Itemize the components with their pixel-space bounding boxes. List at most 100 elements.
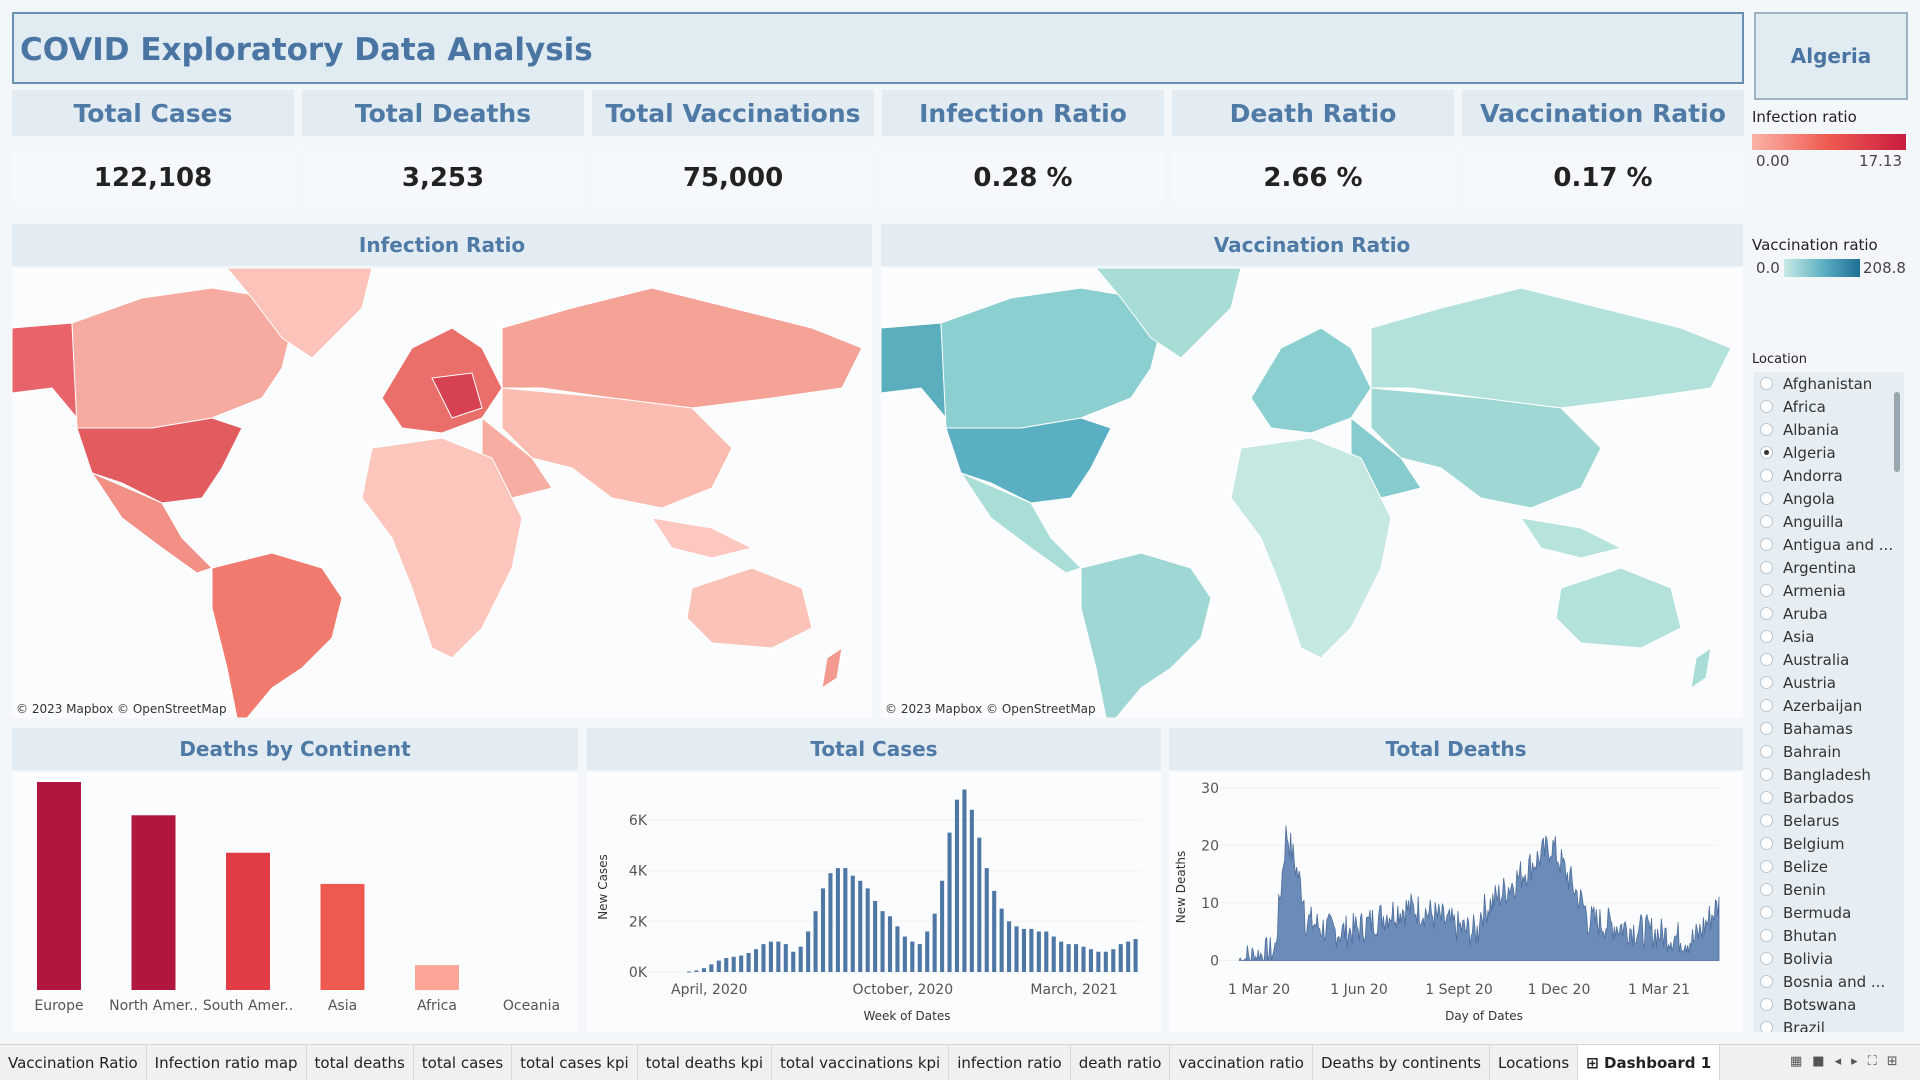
cases-bar[interactable]: [820, 888, 826, 972]
total-cases-bar-chart[interactable]: 0K 2K 4K 6K April, 2020 October, 2020 March, 2…: [587, 772, 1161, 1032]
cases-bar[interactable]: [865, 888, 870, 972]
cases-bar[interactable]: [969, 809, 974, 972]
location-filter-list[interactable]: Afghanistan Africa Albania Algeria Andorra An…: [1754, 372, 1904, 1032]
sheet-tab[interactable]: Vaccination Ratio: [0, 1044, 147, 1080]
cases-bar[interactable]: [783, 944, 788, 972]
continent-bar[interactable]: [37, 782, 81, 990]
cases-bar[interactable]: [902, 936, 907, 972]
location-option[interactable]: Azerbaijan: [1754, 694, 1904, 717]
cases-bar[interactable]: [1096, 951, 1101, 972]
location-option[interactable]: Bangladesh: [1754, 763, 1904, 786]
location-option[interactable]: Bolivia: [1754, 947, 1904, 970]
radio-button[interactable]: [1760, 515, 1773, 528]
cases-bar[interactable]: [947, 832, 952, 972]
radio-button[interactable]: [1760, 745, 1773, 758]
cases-bar[interactable]: [791, 951, 796, 972]
cases-bar[interactable]: [835, 868, 840, 972]
cases-bar[interactable]: [932, 913, 937, 972]
cases-bar[interactable]: [910, 941, 915, 972]
location-option[interactable]: Andorra: [1754, 464, 1904, 487]
sheet-tab[interactable]: Deaths by continents: [1313, 1044, 1490, 1080]
location-option[interactable]: Bermuda: [1754, 901, 1904, 924]
location-option[interactable]: Bahrain: [1754, 740, 1904, 763]
cases-bar[interactable]: [1081, 946, 1086, 972]
location-option[interactable]: Botswana: [1754, 993, 1904, 1016]
sheet-tab[interactable]: total vaccinations kpi: [772, 1044, 950, 1080]
next-sheet-icon[interactable]: ▸: [1851, 1054, 1858, 1069]
location-option[interactable]: Angola: [1754, 487, 1904, 510]
cases-bar[interactable]: [1029, 928, 1034, 972]
sheet-tab[interactable]: total deaths kpi: [638, 1044, 773, 1080]
cases-bar[interactable]: [761, 944, 766, 972]
location-option[interactable]: Albania: [1754, 418, 1904, 441]
cases-bar[interactable]: [1066, 944, 1071, 972]
cases-bar[interactable]: [746, 952, 751, 972]
location-option[interactable]: Brazil: [1754, 1016, 1904, 1032]
location-option[interactable]: Armenia: [1754, 579, 1904, 602]
cases-bar[interactable]: [753, 949, 759, 972]
radio-button[interactable]: [1760, 676, 1773, 689]
location-option[interactable]: Antigua and ...: [1754, 533, 1904, 556]
radio-button[interactable]: [1760, 561, 1773, 574]
cases-bar[interactable]: [873, 901, 878, 972]
radio-button[interactable]: [1760, 492, 1773, 505]
vaccination-ratio-map[interactable]: © 2023 Mapbox © OpenStreetMap: [880, 267, 1743, 719]
location-option[interactable]: Austria: [1754, 671, 1904, 694]
radio-button[interactable]: [1760, 469, 1773, 482]
continent-bar[interactable]: [320, 883, 365, 990]
cases-bar[interactable]: [806, 931, 811, 972]
cases-bar[interactable]: [1111, 949, 1116, 972]
location-option[interactable]: Bosnia and ...: [1754, 970, 1904, 993]
radio-button[interactable]: [1760, 791, 1773, 804]
radio-button[interactable]: [1760, 630, 1773, 643]
cases-bar[interactable]: [1007, 921, 1012, 972]
location-option[interactable]: Anguilla: [1754, 510, 1904, 533]
sheet-tab[interactable]: total cases kpi: [512, 1044, 638, 1080]
cases-bar[interactable]: [925, 931, 930, 972]
cases-bar[interactable]: [1133, 939, 1138, 972]
cases-bar[interactable]: [962, 789, 967, 972]
grid-view-icon[interactable]: ▦: [1790, 1054, 1803, 1069]
radio-button[interactable]: [1760, 400, 1773, 413]
radio-button[interactable]: [1760, 883, 1773, 896]
cases-bar[interactable]: [1044, 931, 1049, 972]
cases-bar[interactable]: [798, 946, 803, 972]
location-filter-scrollbar[interactable]: [1894, 392, 1900, 472]
radio-button[interactable]: [1760, 699, 1773, 712]
location-option[interactable]: Bahamas: [1754, 717, 1904, 740]
radio-button[interactable]: [1760, 446, 1773, 459]
total-deaths-area-chart[interactable]: 0 10 20 30 1 Mar 20 1 Jun 20 1 Sept 20 1 Dec 20…: [1169, 772, 1743, 1032]
location-option[interactable]: Barbados: [1754, 786, 1904, 809]
location-option[interactable]: Belize: [1754, 855, 1904, 878]
radio-button[interactable]: [1760, 653, 1773, 666]
cases-bar[interactable]: [709, 964, 714, 972]
cases-bar[interactable]: [977, 837, 982, 972]
cases-bar[interactable]: [992, 890, 997, 972]
cases-bar[interactable]: [1051, 936, 1056, 972]
cases-bar[interactable]: [724, 958, 729, 972]
cases-bar[interactable]: [1074, 944, 1079, 972]
cases-bar[interactable]: [701, 968, 706, 972]
filmstrip-view-icon[interactable]: ■: [1812, 1054, 1825, 1069]
prev-sheet-icon[interactable]: ◂: [1834, 1054, 1842, 1069]
deaths-by-continent-chart[interactable]: Europe North Amer.. South Amer.. Asia Africa…: [12, 772, 578, 1032]
infection-ratio-map[interactable]: © 2023 Mapbox © OpenStreetMap: [11, 267, 872, 719]
radio-button[interactable]: [1760, 860, 1773, 873]
cases-bar[interactable]: [1088, 949, 1093, 972]
sheet-tab[interactable]: Infection ratio map: [147, 1044, 307, 1080]
radio-button[interactable]: [1760, 929, 1773, 942]
location-option[interactable]: Afghanistan: [1754, 372, 1904, 395]
present-mode-icon[interactable]: ⛶: [1867, 1054, 1877, 1069]
radio-button[interactable]: [1760, 607, 1773, 620]
cases-bar[interactable]: [954, 799, 960, 972]
radio-button[interactable]: [1760, 423, 1773, 436]
radio-button[interactable]: [1760, 538, 1773, 551]
cases-bar[interactable]: [1103, 951, 1108, 972]
radio-button[interactable]: [1760, 768, 1773, 781]
location-option[interactable]: Argentina: [1754, 556, 1904, 579]
cases-bar[interactable]: [917, 944, 922, 972]
cases-bar[interactable]: [880, 911, 885, 972]
cases-bar[interactable]: [843, 868, 848, 972]
selected-location-box[interactable]: Algeria: [1754, 12, 1908, 100]
sheet-tab[interactable]: ⊞ Dashboard 1: [1578, 1044, 1721, 1080]
